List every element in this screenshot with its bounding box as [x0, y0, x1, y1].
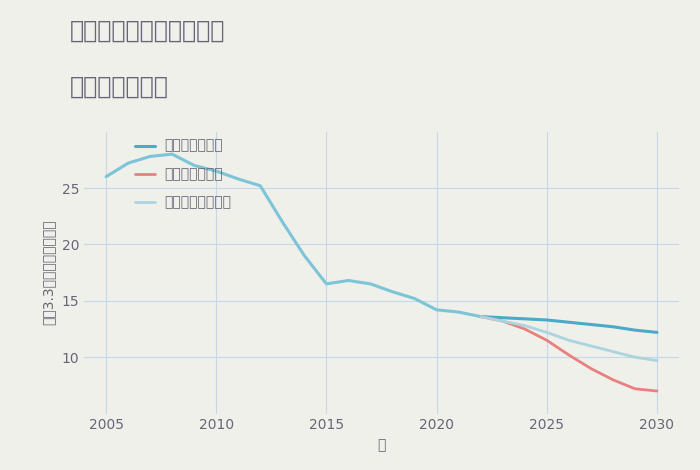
- Y-axis label: 坪（3.3㎡）単価（万円）: 坪（3.3㎡）単価（万円）: [42, 220, 56, 325]
- Text: ノーマルシナリオ: ノーマルシナリオ: [164, 195, 231, 209]
- Text: 三重県伊賀市平野東町の: 三重県伊賀市平野東町の: [70, 19, 225, 43]
- X-axis label: 年: 年: [377, 438, 386, 452]
- Text: バッドシナリオ: バッドシナリオ: [164, 167, 223, 181]
- Text: グッドシナリオ: グッドシナリオ: [164, 139, 223, 153]
- Text: 土地の価格推移: 土地の価格推移: [70, 75, 169, 99]
